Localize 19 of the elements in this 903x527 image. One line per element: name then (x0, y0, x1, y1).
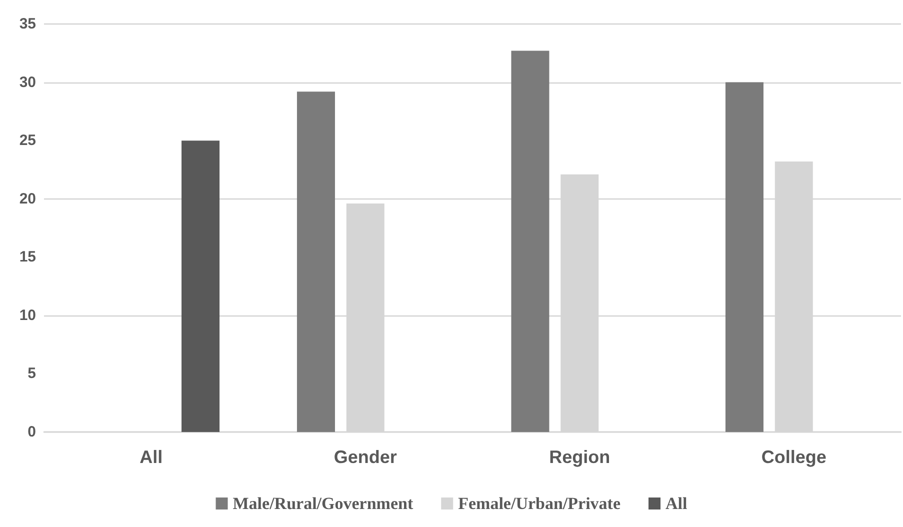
y-tick-label: 20 (19, 190, 36, 208)
y-tick-label: 15 (19, 248, 36, 266)
y-tick-label: 10 (19, 306, 36, 324)
legend-label: All (666, 494, 688, 513)
x-tick-label: College (761, 447, 826, 467)
bar (182, 140, 220, 432)
x-tick-label: All (140, 447, 163, 467)
x-tick-label: Gender (334, 447, 397, 467)
bar (296, 92, 335, 432)
y-tick-label: 0 (28, 424, 36, 440)
y-tick-label: 5 (28, 365, 36, 382)
y-tick-label: 35 (19, 16, 36, 32)
y-tick-label: 30 (19, 74, 36, 91)
legend-label: Male/Rural/Government (232, 494, 414, 513)
y-tick-label: 25 (19, 132, 36, 150)
legend-label: Female/Urban/Private (458, 494, 621, 513)
bar (725, 82, 764, 432)
x-tick-label: Region (549, 447, 610, 467)
bar (511, 50, 550, 432)
